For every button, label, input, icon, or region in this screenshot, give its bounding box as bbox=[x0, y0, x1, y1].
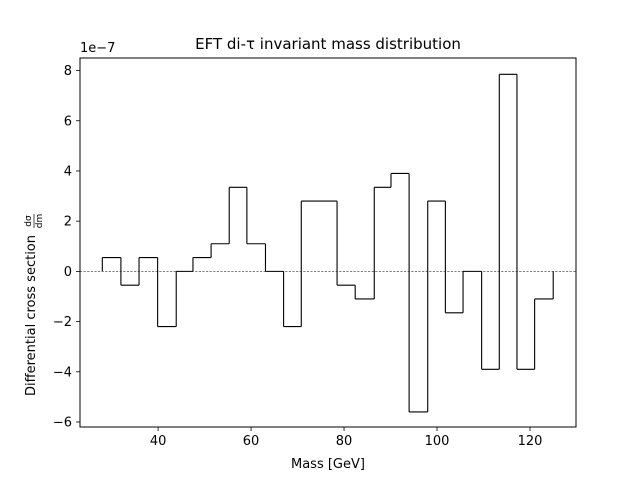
y-tick-label: 6 bbox=[64, 114, 72, 129]
x-tick-label: 80 bbox=[336, 434, 353, 449]
y-tick-label: −2 bbox=[53, 315, 72, 330]
y-axis-label-denominator: dm bbox=[35, 214, 45, 228]
y-tick-label: 2 bbox=[64, 215, 72, 230]
y-tick-label: 0 bbox=[64, 265, 72, 280]
x-tick-label: 60 bbox=[243, 434, 260, 449]
y-tick-label: −4 bbox=[53, 365, 72, 380]
y-axis-label-numerator: dσ bbox=[24, 215, 34, 227]
plot-area bbox=[80, 58, 576, 427]
y-tick-label: −6 bbox=[53, 415, 72, 430]
y-tick-label: 8 bbox=[64, 64, 72, 79]
y-axis-label: Differential cross section dσ dm bbox=[24, 214, 45, 396]
y-offset-label: 1e−7 bbox=[80, 41, 115, 56]
x-tick-label: 100 bbox=[425, 434, 450, 449]
x-tick-label: 40 bbox=[150, 434, 167, 449]
chart-title: EFT di-τ invariant mass distribution bbox=[195, 35, 461, 53]
x-axis-label: Mass [GeV] bbox=[291, 457, 365, 472]
y-tick-label: 4 bbox=[64, 164, 72, 179]
y-axis-label-text: Differential cross section bbox=[24, 235, 39, 396]
x-tick-label: 120 bbox=[518, 434, 543, 449]
plot-frame bbox=[79, 57, 577, 428]
